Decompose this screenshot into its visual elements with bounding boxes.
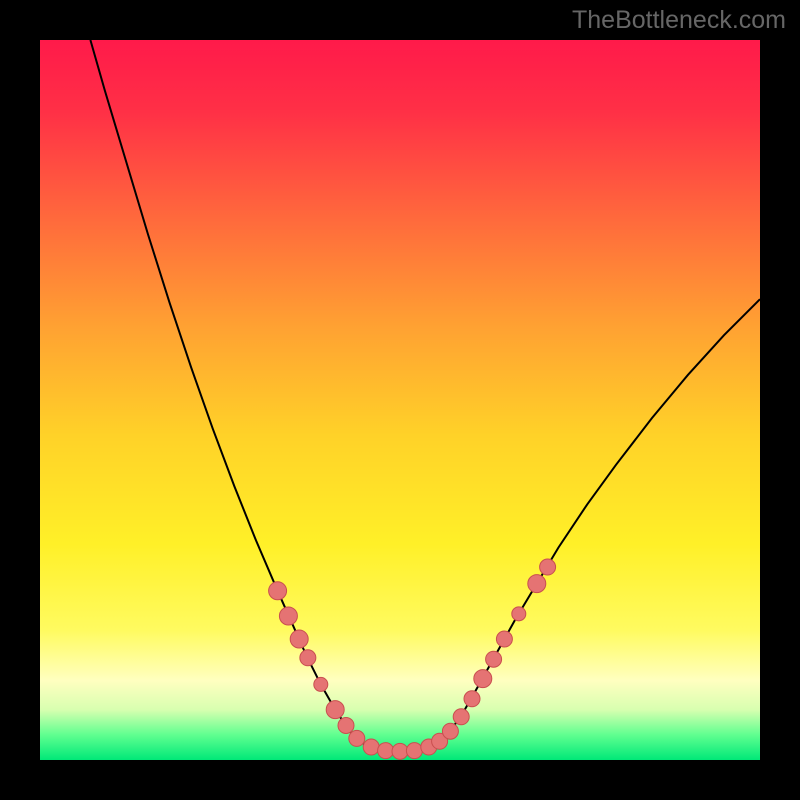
- curve-marker: [453, 709, 469, 725]
- plot-background: [40, 40, 760, 760]
- curve-marker: [290, 630, 308, 648]
- curve-marker: [300, 650, 316, 666]
- curve-marker: [540, 559, 556, 575]
- curve-marker: [378, 743, 394, 759]
- curve-marker: [349, 730, 365, 746]
- curve-marker: [338, 717, 354, 733]
- curve-marker: [406, 743, 422, 759]
- curve-marker: [326, 701, 344, 719]
- curve-marker: [496, 631, 512, 647]
- stage: TheBottleneck.com: [0, 0, 800, 800]
- curve-marker: [464, 691, 480, 707]
- watermark-text: TheBottleneck.com: [572, 6, 786, 35]
- curve-marker: [363, 739, 379, 755]
- curve-marker: [512, 607, 526, 621]
- chart-svg: [0, 0, 800, 800]
- curve-marker: [314, 677, 328, 691]
- curve-marker: [279, 607, 297, 625]
- curve-marker: [392, 743, 408, 759]
- curve-marker: [442, 723, 458, 739]
- curve-marker: [486, 651, 502, 667]
- curve-marker: [474, 670, 492, 688]
- curve-marker: [528, 575, 546, 593]
- curve-marker: [269, 582, 287, 600]
